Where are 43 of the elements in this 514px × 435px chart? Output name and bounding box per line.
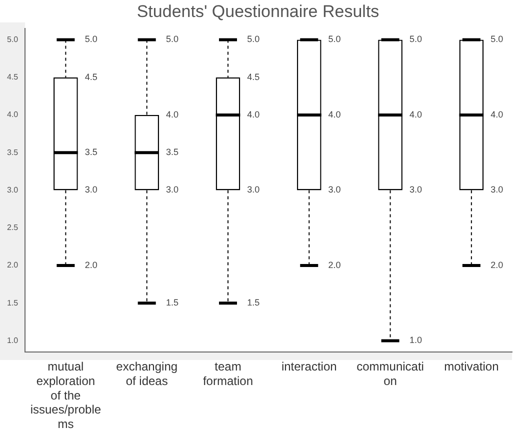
y-tick-label: 2.0 — [6, 260, 19, 270]
annotation: 2.0 — [328, 260, 341, 270]
x-tick-label: exchanging of ideas — [116, 360, 178, 388]
annotation: 5.0 — [490, 34, 504, 44]
annotation: 5.0 — [166, 34, 179, 44]
annotation: 4.5 — [247, 72, 260, 82]
y-tick-label: 4.0 — [6, 110, 19, 120]
annotation: 3.0 — [166, 184, 179, 195]
annotation: 4.0 — [328, 109, 341, 120]
y-tick-label: 3.0 — [6, 185, 19, 194]
annotation: 5.0 — [409, 34, 422, 44]
annotation: 5.0 — [247, 34, 260, 44]
chart-title: Students' Questionnaire Results — [136, 2, 380, 21]
annotation: 2.0 — [84, 260, 98, 270]
annotation: 2.0 — [490, 260, 504, 270]
y-tick-label: 1.0 — [6, 336, 19, 345]
y-tick-label: 2.5 — [6, 223, 19, 232]
annotation: 4.0 — [166, 109, 179, 120]
annotation: 1.5 — [247, 298, 260, 308]
annotation: 3.5 — [84, 147, 98, 158]
annotation: 3.5 — [166, 147, 179, 158]
x-tick-label: mutual exploration of the issues/problems — [30, 360, 102, 432]
annotation: 4.0 — [247, 109, 260, 120]
y-tick-label: 4.5 — [6, 72, 19, 82]
annotation: 5.0 — [84, 34, 98, 44]
annotation: 5.0 — [328, 34, 341, 44]
x-tick-label: team formation — [202, 360, 254, 388]
x-tick-label: motivation — [444, 360, 499, 374]
y-tick-label: 3.5 — [6, 148, 19, 157]
annotation: 4.5 — [84, 72, 98, 82]
annotation: 4.0 — [490, 109, 504, 120]
annotation: 3.0 — [328, 184, 341, 195]
annotation: 1.5 — [166, 298, 179, 308]
x-tick-label: interaction — [281, 360, 337, 374]
y-tick-label: 5.0 — [6, 34, 19, 44]
annotation: 4.0 — [409, 109, 422, 120]
x-tick-label: communication — [356, 360, 424, 388]
annotation: 3.0 — [409, 184, 422, 195]
annotation: 3.0 — [490, 184, 504, 195]
annotation: 1.0 — [409, 335, 422, 346]
annotation: 3.0 — [247, 184, 260, 195]
annotation: 3.0 — [84, 184, 98, 195]
y-tick-label: 1.5 — [6, 298, 19, 308]
